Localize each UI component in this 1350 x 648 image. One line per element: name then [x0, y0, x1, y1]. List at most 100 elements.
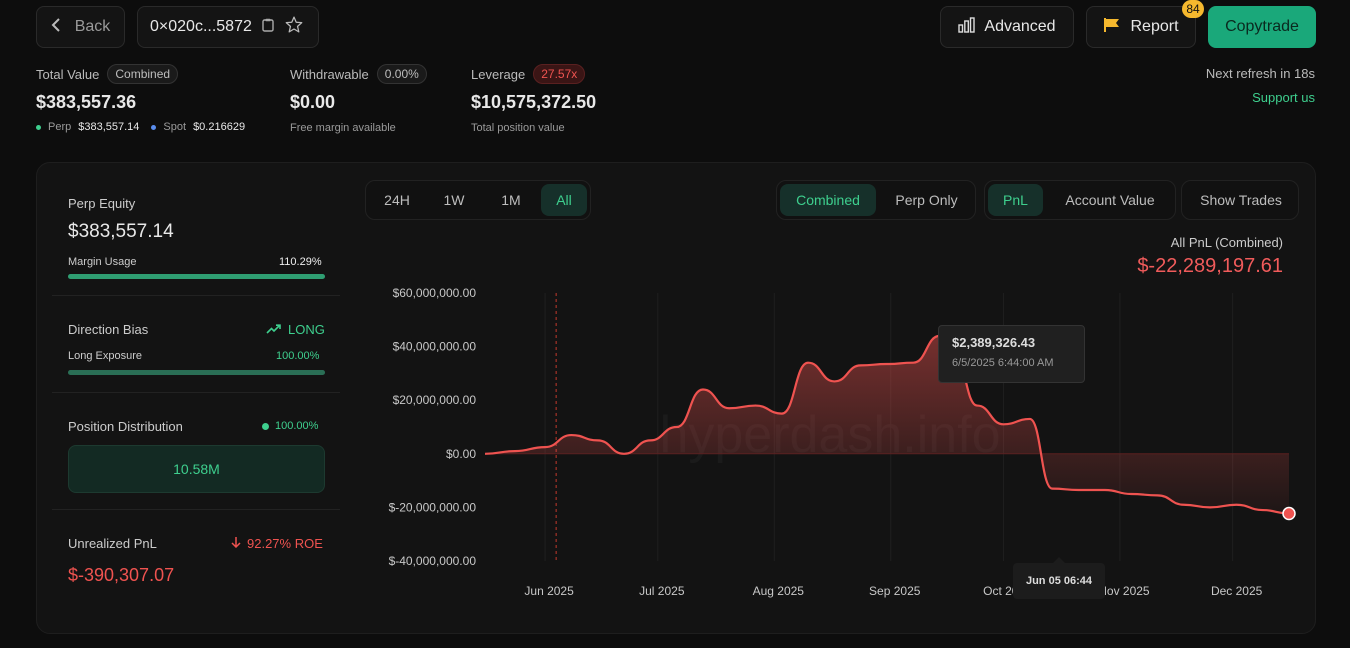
chart-total-value: $-22,289,197.61 [1137, 255, 1283, 277]
perp-equity-label: Perp Equity [68, 196, 136, 211]
total-value-label: Total Value [36, 66, 100, 82]
direction-bias-value-wrap: LONG [266, 322, 325, 337]
bar-chart-icon [958, 16, 976, 38]
direction-bias-value: LONG [288, 322, 325, 337]
report-label: Report [1130, 18, 1179, 35]
chart-tooltip: $2,389,326.43 6/5/2025 6:44:00 AM [938, 325, 1085, 383]
perp-dot [36, 124, 41, 130]
y-tick-label: $20,000,000.00 [393, 393, 477, 407]
back-button[interactable]: Back [36, 6, 125, 48]
y-tick-label: $0.00 [446, 447, 476, 461]
direction-bias-label: Direction Bias [68, 322, 149, 337]
tooltip-date: 6/5/2025 6:44:00 AM [952, 357, 1054, 369]
mode-perp-only[interactable]: Perp Only [895, 192, 958, 208]
copytrade-label: Copytrade [1225, 18, 1299, 35]
divider [52, 509, 340, 510]
x-tick-label: Sep 2025 [869, 584, 921, 598]
star-icon[interactable] [285, 16, 303, 38]
combined-pill: Combined [107, 64, 179, 84]
leverage-sub: Total position value [471, 122, 565, 134]
long-exposure-bar [68, 370, 325, 375]
x-tick-label: Aug 2025 [753, 584, 805, 598]
total-value: $383,557.36 [36, 92, 137, 112]
divider [52, 392, 340, 393]
margin-usage-bar [68, 274, 325, 279]
withdrawable-value: $0.00 [290, 92, 336, 112]
x-tick-label: Nov 2025 [1098, 584, 1150, 598]
advanced-button[interactable]: Advanced [940, 6, 1074, 48]
long-exposure-fill [68, 370, 325, 375]
time-range-1w[interactable]: 1W [443, 192, 465, 208]
margin-usage-value: 110.29% [279, 256, 322, 268]
withdrawable-label: Withdrawable [290, 66, 369, 82]
x-tick-label: Jul 2025 [639, 584, 685, 598]
time-range-all[interactable]: All [541, 184, 587, 216]
time-range-24h[interactable]: 24H [384, 192, 410, 208]
report-button[interactable]: Report [1086, 6, 1196, 48]
long-exposure-value: 100.00% [276, 350, 320, 362]
position-dist-box[interactable]: 10.58M [68, 445, 325, 493]
unrealized-label: Unrealized PnL [68, 536, 157, 551]
leverage-value: $10,575,372.50 [471, 92, 597, 112]
trending-up-icon [266, 322, 281, 337]
pnl-area [485, 335, 1289, 514]
withdrawable-pill: 0.00% [376, 64, 427, 84]
copy-icon[interactable] [262, 18, 274, 37]
y-tick-label: $60,000,000.00 [393, 286, 477, 300]
report-count-badge: 84 [1182, 0, 1204, 18]
green-dot-icon [262, 422, 269, 430]
position-dist-value: 100.00% [275, 420, 319, 432]
time-range-toggle: 24H 1W 1M All [365, 180, 591, 220]
y-tick-label: $-40,000,000.00 [389, 554, 477, 568]
divider [52, 295, 340, 296]
support-link[interactable]: Support us [1252, 90, 1315, 105]
perp-value: $383,557.14 [78, 121, 140, 133]
flag-icon [1103, 17, 1121, 38]
main-card [36, 162, 1316, 634]
total-value-section: Total Value Combined $383,557.36 Perp $3… [36, 64, 245, 133]
crosshair-time-label: Jun 05 06:44 [1013, 563, 1105, 599]
back-label: Back [74, 18, 111, 35]
y-tick-label: $40,000,000.00 [393, 340, 477, 354]
wallet-address: 0×020c...5872 [150, 18, 252, 35]
unrealized-roe-wrap: 92.27% ROE [231, 536, 323, 551]
arrow-down-icon [231, 536, 241, 551]
position-dist-value-wrap: 100.00% [262, 420, 318, 432]
spot-label: Spot [163, 121, 187, 133]
margin-usage-label: Margin Usage [68, 256, 137, 268]
x-tick-label: Dec 2025 [1211, 584, 1263, 598]
unrealized-roe: 92.27% ROE [247, 536, 323, 551]
chart-title: All PnL (Combined) [1170, 235, 1283, 250]
withdrawable-section: Withdrawable 0.00% $0.00 Free margin ava… [290, 64, 427, 134]
time-range-1m[interactable]: 1M [501, 192, 521, 208]
position-dist-label: Position Distribution [68, 419, 183, 434]
mode-combined[interactable]: Combined [780, 184, 876, 216]
metric-toggle: PnL Account Value [984, 180, 1176, 220]
perp-equity-value: $383,557.14 [68, 221, 174, 242]
leverage-pill: 27.57x [533, 64, 586, 84]
perp-label: Perp [48, 121, 72, 133]
crosshair-pointer [1053, 557, 1065, 563]
leverage-section: Leverage 27.57x $10,575,372.50 Total pos… [471, 64, 596, 134]
address-box: 0×020c...5872 [137, 6, 319, 48]
last-point-marker [1282, 506, 1296, 521]
margin-usage-fill [68, 274, 325, 279]
metric-account-value[interactable]: Account Value [1065, 192, 1155, 208]
copytrade-button[interactable]: Copytrade [1208, 6, 1316, 48]
metric-pnl[interactable]: PnL [988, 184, 1043, 216]
pnl-line [484, 334, 1290, 515]
show-trades-button[interactable]: Show Trades [1181, 180, 1299, 220]
unrealized-value: $-390,307.07 [68, 565, 175, 585]
show-trades-label: Show Trades [1200, 192, 1282, 208]
advanced-label: Advanced [984, 18, 1056, 35]
mode-toggle: Combined Perp Only [776, 180, 976, 220]
long-exposure-label: Long Exposure [68, 350, 142, 362]
tooltip-value: $2,389,326.43 [952, 335, 1036, 350]
x-tick-label: Jun 2025 [524, 584, 574, 598]
refresh-text: Next refresh in 18s [1205, 66, 1315, 81]
leverage-label: Leverage [471, 66, 526, 82]
y-tick-label: $-20,000,000.00 [389, 500, 477, 514]
position-dist-amount: 10.58M [173, 461, 220, 477]
chevron-left-icon [51, 17, 61, 37]
